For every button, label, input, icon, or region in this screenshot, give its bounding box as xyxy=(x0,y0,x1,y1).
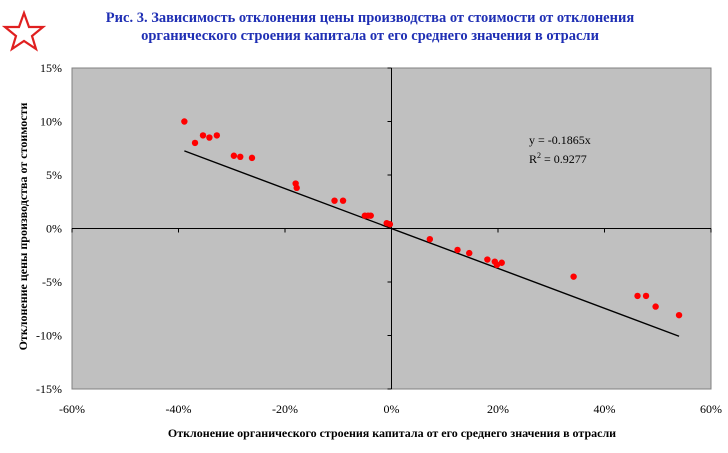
data-point xyxy=(570,273,577,280)
y-axis-label: Отклонение цены производства от стоимост… xyxy=(16,103,30,351)
y-tick-label: -10% xyxy=(36,329,62,343)
data-point xyxy=(426,236,434,243)
data-point xyxy=(230,152,238,159)
data-point xyxy=(498,259,505,266)
y-tick-label: -5% xyxy=(42,275,62,289)
data-point xyxy=(675,311,683,319)
x-tick-label: 40% xyxy=(594,402,616,416)
chart-title: Рис. 3. Зависимость отклонения цены прои… xyxy=(105,10,635,44)
y-tick-label: 10% xyxy=(40,115,62,129)
data-point xyxy=(386,221,394,228)
x-tick-label: 60% xyxy=(700,402,722,416)
y-tick-label: 5% xyxy=(46,168,62,182)
data-point xyxy=(293,184,300,192)
data-point xyxy=(484,256,491,263)
data-point xyxy=(248,154,256,162)
data-point xyxy=(454,246,461,254)
data-point xyxy=(493,261,501,269)
y-tick-label: 15% xyxy=(40,61,62,75)
data-point xyxy=(206,134,213,141)
y-tick-label: -15% xyxy=(36,382,62,396)
trend-line xyxy=(184,150,680,337)
red-star-outline-icon xyxy=(2,10,46,52)
data-point xyxy=(339,197,347,204)
x-tick-label: 20% xyxy=(487,402,509,416)
x-tick-label: 0% xyxy=(384,402,400,416)
data-point xyxy=(181,118,188,125)
data-point xyxy=(466,249,473,257)
data-point xyxy=(634,292,641,300)
y-tick-label: 0% xyxy=(46,222,62,236)
x-tick-label: -40% xyxy=(166,402,192,416)
x-tick-label: -60% xyxy=(59,402,85,416)
data-point xyxy=(652,303,659,310)
data-point xyxy=(191,139,199,147)
trendline-equation: y = -0.1865x xyxy=(529,133,591,147)
data-point xyxy=(237,153,244,161)
x-tick-label: -20% xyxy=(272,402,298,416)
data-point xyxy=(199,132,207,139)
x-axis-label: Отклонение органического строения капита… xyxy=(168,426,616,440)
data-point xyxy=(331,197,338,204)
data-point xyxy=(213,132,221,139)
data-point xyxy=(642,292,650,300)
data-point xyxy=(367,212,374,219)
r-squared-label: R2 = 0.9277 xyxy=(529,151,587,166)
